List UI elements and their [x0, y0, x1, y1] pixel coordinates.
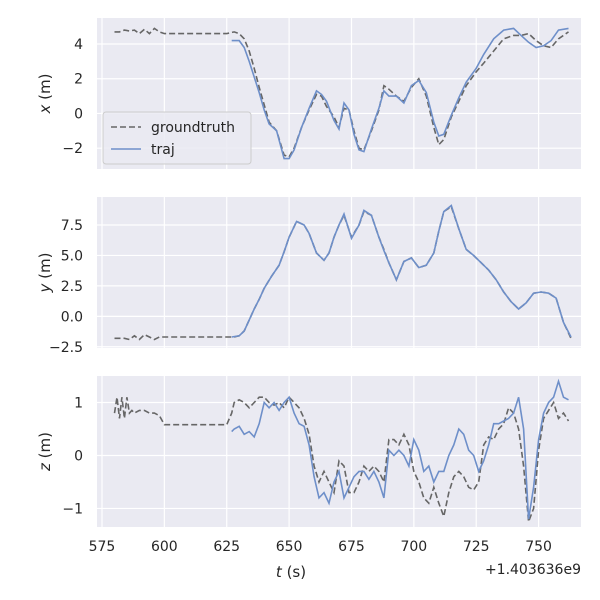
y-tick-label: 0.0 [61, 309, 83, 325]
x-tick-label: 750 [525, 539, 552, 555]
y-axis-unit: (m) [36, 432, 54, 463]
x-axis-label: t (s) [276, 563, 306, 581]
x-tick-label: 650 [276, 539, 303, 555]
y-axis-unit: (m) [36, 253, 54, 284]
x-tick-label: 700 [400, 539, 427, 555]
traj-series-line [231, 204, 572, 338]
traj-series-line [231, 378, 569, 520]
groundtruth-series-line [113, 395, 570, 522]
legend-box [102, 111, 252, 165]
y-tick-label: 4 [74, 37, 83, 53]
y-axis-var: x [36, 104, 54, 114]
x-axis-var: t [276, 563, 283, 581]
x-tick-label: 675 [338, 539, 365, 555]
y-tick-label: −2 [62, 141, 83, 157]
y-tick-label: 7.5 [61, 218, 83, 234]
groundtruth-series-line [114, 27, 569, 158]
y-tick-label: 0 [74, 448, 83, 464]
plot-area [97, 197, 581, 348]
y-axis-var: y [36, 282, 54, 293]
y-tick-label: 2.5 [61, 279, 83, 295]
y-axis-label: x (m) [36, 74, 54, 115]
traj-series-line [231, 27, 569, 160]
subplot-z: 1 0 −1 575 600 625 650 675 700 725 750 z (m) t (s) +1… [36, 376, 581, 581]
y-tick-label: −1 [62, 501, 83, 517]
y-axis-label: y (m) [36, 253, 54, 294]
legend: groundtruth traj [102, 111, 252, 165]
y-tick-label: −2.5 [49, 340, 83, 356]
x-axis-unit: (s) [282, 563, 306, 581]
x-tick-label: 575 [89, 539, 116, 555]
legend-entry-label: traj [151, 142, 175, 158]
y-tick-label: 0 [74, 106, 83, 122]
x-tick-label: 725 [463, 539, 490, 555]
y-tick-label: 1 [74, 395, 83, 411]
y-axis-var: z [36, 462, 54, 472]
x-tick-label: 600 [151, 539, 178, 555]
subplot-y: 7.5 5.0 2.5 0.0 −2.5 y (m) [36, 197, 581, 356]
plot-area [97, 376, 581, 527]
y-tick-label: 5.0 [61, 248, 83, 264]
y-tick-label: 2 [74, 72, 83, 88]
y-axis-unit: (m) [36, 74, 54, 105]
x-tick-label: 625 [213, 539, 240, 555]
legend-entry-label: groundtruth [151, 120, 235, 136]
y-axis-label: z (m) [36, 432, 54, 472]
subplot-x: 4 2 0 −2 x (m) groundtruth traj [36, 18, 581, 169]
x-offset-label: +1.403636e9 [485, 562, 581, 578]
